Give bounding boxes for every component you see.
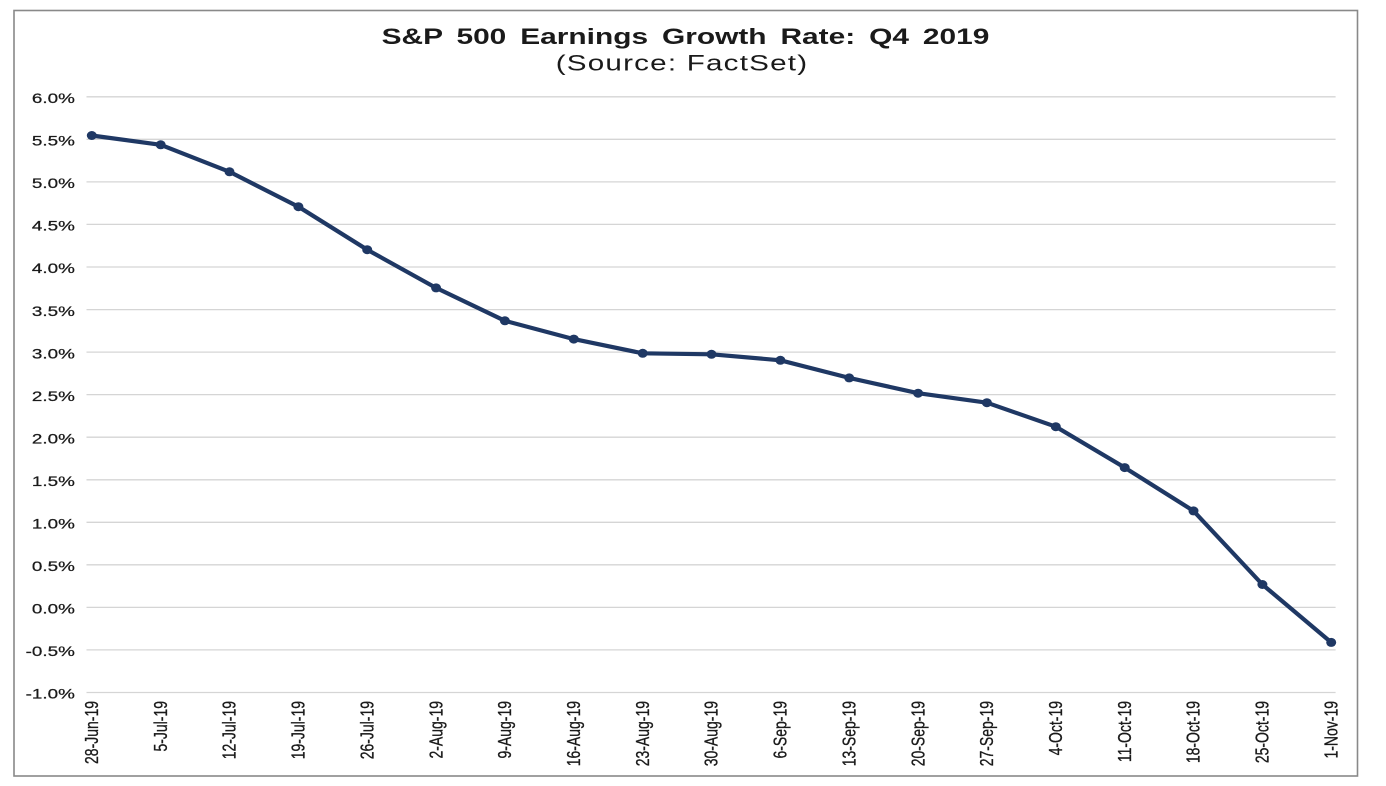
svg-text:2.5%: 2.5%: [32, 388, 75, 404]
svg-text:13-Sep-19: 13-Sep-19: [838, 701, 860, 766]
svg-text:25-Oct-19: 25-Oct-19: [1252, 701, 1274, 763]
svg-text:4.5%: 4.5%: [32, 218, 75, 234]
svg-text:2-Aug-19: 2-Aug-19: [425, 701, 447, 759]
svg-text:18-Oct-19: 18-Oct-19: [1183, 701, 1205, 763]
svg-text:-0.5%: -0.5%: [26, 643, 75, 659]
svg-text:30-Aug-19: 30-Aug-19: [701, 701, 723, 766]
svg-text:23-Aug-19: 23-Aug-19: [632, 701, 654, 766]
svg-text:28-Jun-19: 28-Jun-19: [81, 701, 103, 764]
svg-text:5.5%: 5.5%: [32, 133, 75, 149]
svg-text:20-Sep-19: 20-Sep-19: [907, 701, 929, 766]
svg-text:1.0%: 1.0%: [32, 516, 75, 532]
svg-text:19-Jul-19: 19-Jul-19: [288, 701, 310, 759]
svg-text:0.0%: 0.0%: [32, 601, 75, 617]
svg-text:26-Jul-19: 26-Jul-19: [356, 701, 378, 759]
svg-text:9-Aug-19: 9-Aug-19: [494, 701, 516, 759]
svg-text:2.0%: 2.0%: [32, 431, 75, 447]
svg-text:6-Sep-19: 6-Sep-19: [770, 701, 792, 759]
svg-text:0.5%: 0.5%: [32, 558, 75, 574]
svg-text:(Source: FactSet): (Source: FactSet): [556, 50, 809, 75]
svg-text:4-Oct-19: 4-Oct-19: [1045, 701, 1067, 755]
svg-text:11-Oct-19: 11-Oct-19: [1114, 701, 1136, 762]
svg-text:12-Jul-19: 12-Jul-19: [219, 701, 241, 759]
svg-text:6.0%: 6.0%: [32, 90, 75, 106]
svg-text:-1.0%: -1.0%: [26, 686, 75, 702]
svg-text:S&P 500 Earnings Growth Rate:: S&P 500 Earnings Growth Rate: Q4 2019: [382, 24, 990, 49]
svg-text:5.0%: 5.0%: [32, 175, 75, 191]
svg-text:1-Nov-19: 1-Nov-19: [1320, 701, 1342, 759]
svg-text:5-Jul-19: 5-Jul-19: [150, 701, 172, 752]
svg-text:16-Aug-19: 16-Aug-19: [563, 701, 585, 766]
svg-text:4.0%: 4.0%: [32, 261, 75, 277]
svg-text:3.0%: 3.0%: [32, 346, 75, 362]
svg-text:1.5%: 1.5%: [32, 473, 75, 489]
svg-text:3.5%: 3.5%: [32, 303, 75, 319]
svg-text:27-Sep-19: 27-Sep-19: [976, 701, 998, 766]
